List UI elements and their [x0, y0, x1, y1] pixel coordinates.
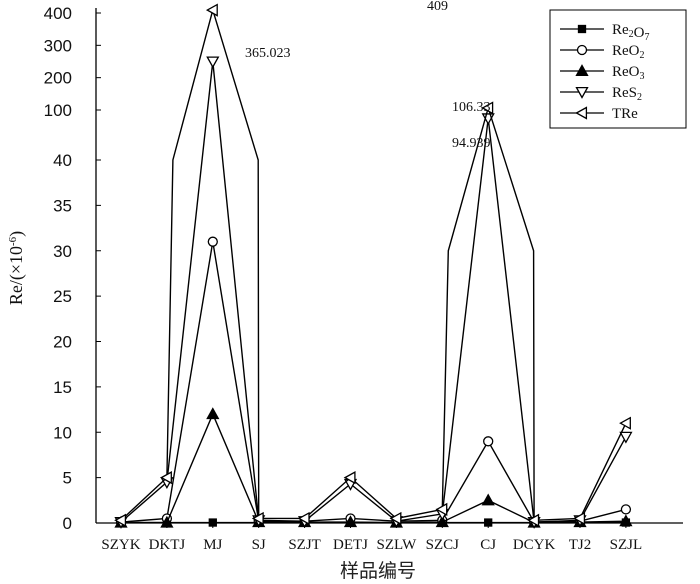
series-line: [120, 7, 627, 522]
legend-box: [549, 9, 687, 129]
data-point: [206, 407, 220, 420]
x-tick-label: SZJL: [610, 537, 643, 553]
data-point: [620, 504, 632, 515]
data-point: [484, 518, 493, 527]
x-tick-label: SZCJ: [426, 537, 460, 553]
legend-item-ReO2: ReO2: [560, 43, 645, 61]
y-axis-label: Re/(×10-6): [6, 231, 27, 305]
data-point: [619, 514, 633, 527]
data-point: [297, 511, 310, 526]
y-tick-label: 300: [44, 36, 72, 55]
data-point: [575, 64, 589, 77]
y-tick-label: 400: [44, 4, 72, 23]
y-tick-label: 200: [44, 69, 72, 88]
series-line: [121, 412, 626, 524]
legend-item-ReS2: ReS2: [560, 85, 642, 103]
x-tick-label: TJ2: [569, 537, 592, 553]
y-tick-label: 5: [63, 469, 72, 488]
data-point: [389, 511, 402, 526]
data-point: [527, 513, 540, 527]
x-tick-label: CJ: [480, 537, 496, 553]
data-point: [160, 471, 172, 485]
data-point: [207, 236, 218, 247]
series-ReO2: [115, 236, 632, 528]
y-tick-label: 35: [53, 196, 72, 215]
annotation-label: 94.939: [452, 136, 491, 151]
series-line: [120, 61, 627, 523]
annotation-label: 409: [427, 0, 448, 14]
legend-item-ReO3: ReO3: [560, 64, 645, 82]
x-tick-label: DKTJ: [149, 537, 186, 553]
legend-label: ReO2: [612, 43, 645, 61]
legend-label: ReO3: [612, 64, 645, 82]
x-tick-label: SZJT: [288, 537, 321, 553]
x-tick-label: DETJ: [333, 537, 368, 553]
data-point: [343, 515, 358, 528]
data-point: [208, 518, 217, 527]
y-tick-label: 15: [53, 378, 72, 397]
data-point: [576, 44, 588, 56]
data-point: [483, 436, 494, 447]
y-axis-title: Re/(×10-6): [6, 231, 27, 305]
legend-label: TRe: [612, 106, 638, 122]
legend-label: Re2O7: [612, 22, 650, 43]
y-tick-label: 0: [63, 514, 72, 533]
legend-item-Re2O7: Re2O7: [560, 22, 650, 43]
data-point: [251, 511, 264, 526]
data-point: [619, 431, 633, 444]
annotation-label: 106.33: [452, 100, 491, 115]
data-point: [577, 24, 587, 34]
annotation-label: 365.023: [245, 46, 291, 61]
x-tick-label: SZLW: [377, 537, 418, 553]
legend-label: ReS2: [612, 85, 642, 103]
data-point: [114, 513, 127, 527]
data-point: [343, 471, 356, 485]
data-point: [575, 106, 588, 120]
y-tick-label: 40: [53, 151, 72, 170]
data-point: [435, 515, 449, 528]
data-point: [481, 101, 494, 115]
y-tick-label: 25: [53, 287, 72, 306]
y-axis-ticks: 0 5 10 15 20 25 30 35 40 100 200 300 400: [44, 4, 101, 533]
x-tick-label: SJ: [252, 537, 266, 553]
data-point: [206, 56, 220, 69]
y-tick-label: 10: [53, 423, 72, 442]
data-point: [575, 86, 589, 99]
series-TRe: [114, 3, 631, 527]
data-point: [573, 511, 586, 526]
series-layer: [114, 3, 633, 529]
y-tick-label: 30: [53, 242, 72, 261]
data-point: [481, 493, 495, 506]
data-point: [435, 502, 448, 516]
x-axis-label: 样品编号: [340, 560, 416, 582]
annotations: 409 365.023 106.33 94.939: [245, 0, 491, 151]
data-point: [619, 416, 631, 430]
x-tick-label: DCYK: [513, 537, 556, 553]
data-point: [160, 515, 174, 528]
y-tick-label: 20: [53, 333, 72, 352]
y-tick-label: 100: [44, 101, 72, 120]
series-ReO3: [114, 407, 633, 528]
x-tick-label: MJ: [203, 537, 222, 553]
legend-item-TRe: TRe: [560, 106, 638, 122]
x-tick-label: SZYK: [101, 537, 140, 553]
data-point: [205, 3, 218, 17]
series-line: [120, 241, 627, 523]
x-axis-ticks: SZYK DKTJ MJ SJ SZJT DETJ SZLW SZCJ CJ DCYK TJ2 SZJ…: [101, 523, 642, 553]
